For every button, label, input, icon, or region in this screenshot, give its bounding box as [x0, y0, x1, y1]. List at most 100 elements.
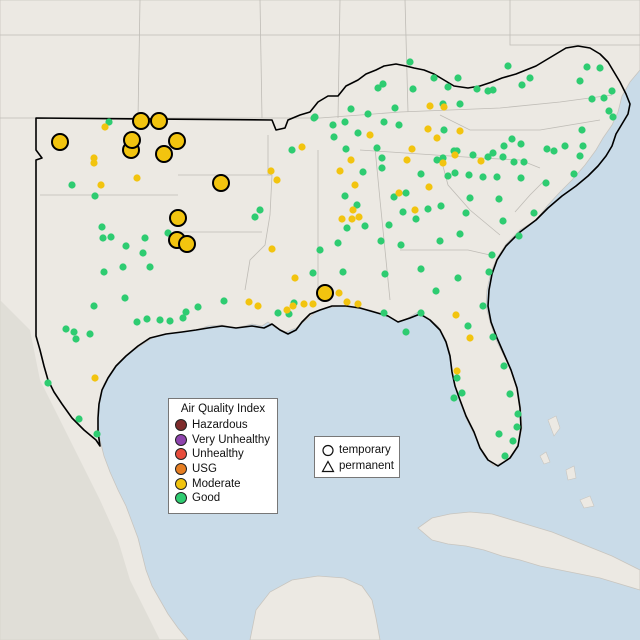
aqi-legend-item-very-unhealthy[interactable]: Very Unhealthy — [175, 433, 271, 448]
moderate-monitor-marker[interactable] — [355, 213, 363, 221]
good-monitor-marker[interactable] — [458, 389, 466, 397]
good-monitor-marker[interactable] — [100, 268, 108, 276]
good-monitor-marker[interactable] — [517, 174, 525, 182]
good-monitor-marker[interactable] — [395, 121, 403, 129]
good-monitor-marker[interactable] — [444, 172, 452, 180]
good-monitor-marker[interactable] — [417, 265, 425, 273]
moderate-monitor-marker[interactable] — [90, 159, 98, 167]
good-monitor-marker[interactable] — [583, 63, 591, 71]
good-monitor-marker[interactable] — [508, 135, 516, 143]
good-monitor-marker[interactable] — [530, 209, 538, 217]
good-monitor-marker[interactable] — [453, 374, 461, 382]
good-monitor-marker[interactable] — [520, 158, 528, 166]
good-monitor-marker[interactable] — [499, 217, 507, 225]
aqi-legend-item-hazardous[interactable]: Hazardous — [175, 418, 271, 433]
moderate-monitor-marker[interactable] — [354, 300, 362, 308]
moderate-monitor-marker[interactable] — [347, 156, 355, 164]
temporary-moderate-monitor-marker[interactable] — [168, 132, 186, 150]
good-monitor-marker[interactable] — [412, 215, 420, 223]
good-monitor-marker[interactable] — [430, 74, 438, 82]
moderate-monitor-marker[interactable] — [440, 103, 448, 111]
temporary-moderate-monitor-marker[interactable] — [212, 174, 230, 192]
good-monitor-marker[interactable] — [440, 126, 448, 134]
good-monitor-marker[interactable] — [194, 303, 202, 311]
good-monitor-marker[interactable] — [451, 169, 459, 177]
moderate-monitor-marker[interactable] — [466, 334, 474, 342]
moderate-monitor-marker[interactable] — [453, 367, 461, 375]
good-monitor-marker[interactable] — [133, 318, 141, 326]
good-monitor-marker[interactable] — [378, 154, 386, 162]
moderate-monitor-marker[interactable] — [335, 289, 343, 297]
moderate-monitor-marker[interactable] — [348, 215, 356, 223]
good-monitor-marker[interactable] — [44, 379, 52, 387]
aqi-legend-item-unhealthy[interactable]: Unhealthy — [175, 447, 271, 462]
good-monitor-marker[interactable] — [329, 121, 337, 129]
good-monitor-marker[interactable] — [406, 58, 414, 66]
moderate-monitor-marker[interactable] — [403, 156, 411, 164]
good-monitor-marker[interactable] — [341, 192, 349, 200]
good-monitor-marker[interactable] — [515, 232, 523, 240]
good-monitor-marker[interactable] — [179, 314, 187, 322]
moderate-monitor-marker[interactable] — [267, 167, 275, 175]
good-monitor-marker[interactable] — [342, 145, 350, 153]
good-monitor-marker[interactable] — [485, 268, 493, 276]
good-monitor-marker[interactable] — [70, 328, 78, 336]
good-monitor-marker[interactable] — [391, 104, 399, 112]
good-monitor-marker[interactable] — [105, 118, 113, 126]
good-monitor-marker[interactable] — [311, 113, 319, 121]
moderate-monitor-marker[interactable] — [245, 298, 253, 306]
moderate-monitor-marker[interactable] — [451, 151, 459, 159]
moderate-monitor-marker[interactable] — [91, 374, 99, 382]
good-monitor-marker[interactable] — [409, 85, 417, 93]
good-monitor-marker[interactable] — [489, 333, 497, 341]
good-monitor-marker[interactable] — [437, 202, 445, 210]
moderate-monitor-marker[interactable] — [273, 176, 281, 184]
good-monitor-marker[interactable] — [588, 95, 596, 103]
good-monitor-marker[interactable] — [90, 302, 98, 310]
good-monitor-marker[interactable] — [343, 224, 351, 232]
good-monitor-marker[interactable] — [68, 181, 76, 189]
good-monitor-marker[interactable] — [506, 390, 514, 398]
moderate-monitor-marker[interactable] — [300, 300, 308, 308]
aqi-legend-item-moderate[interactable]: Moderate — [175, 476, 271, 491]
good-monitor-marker[interactable] — [469, 151, 477, 159]
moderate-monitor-marker[interactable] — [426, 102, 434, 110]
moderate-monitor-marker[interactable] — [452, 311, 460, 319]
moderate-monitor-marker[interactable] — [283, 306, 291, 314]
good-monitor-marker[interactable] — [479, 173, 487, 181]
good-monitor-marker[interactable] — [456, 230, 464, 238]
moderate-monitor-marker[interactable] — [424, 125, 432, 133]
good-monitor-marker[interactable] — [510, 158, 518, 166]
good-monitor-marker[interactable] — [509, 437, 517, 445]
temporary-moderate-monitor-marker[interactable] — [155, 145, 173, 163]
good-monitor-marker[interactable] — [397, 241, 405, 249]
good-monitor-marker[interactable] — [220, 297, 228, 305]
good-monitor-marker[interactable] — [570, 170, 578, 178]
good-monitor-marker[interactable] — [182, 308, 190, 316]
good-monitor-marker[interactable] — [98, 223, 106, 231]
good-monitor-marker[interactable] — [139, 249, 147, 257]
good-monitor-marker[interactable] — [600, 94, 608, 102]
moderate-monitor-marker[interactable] — [298, 143, 306, 151]
moderate-monitor-marker[interactable] — [477, 157, 485, 165]
good-monitor-marker[interactable] — [444, 83, 452, 91]
temporary-moderate-monitor-marker[interactable] — [150, 112, 168, 130]
good-monitor-marker[interactable] — [433, 156, 441, 164]
good-monitor-marker[interactable] — [578, 126, 586, 134]
temporary-moderate-monitor-marker[interactable] — [123, 131, 141, 149]
good-monitor-marker[interactable] — [454, 74, 462, 82]
good-monitor-marker[interactable] — [514, 410, 522, 418]
moderate-monitor-marker[interactable] — [309, 300, 317, 308]
good-monitor-marker[interactable] — [500, 362, 508, 370]
good-monitor-marker[interactable] — [484, 153, 492, 161]
good-monitor-marker[interactable] — [364, 110, 372, 118]
good-monitor-marker[interactable] — [72, 335, 80, 343]
good-monitor-marker[interactable] — [374, 84, 382, 92]
good-monitor-marker[interactable] — [450, 394, 458, 402]
good-monitor-marker[interactable] — [495, 430, 503, 438]
good-monitor-marker[interactable] — [99, 234, 107, 242]
good-monitor-marker[interactable] — [373, 144, 381, 152]
good-monitor-marker[interactable] — [330, 133, 338, 141]
good-monitor-marker[interactable] — [377, 237, 385, 245]
good-monitor-marker[interactable] — [488, 251, 496, 259]
